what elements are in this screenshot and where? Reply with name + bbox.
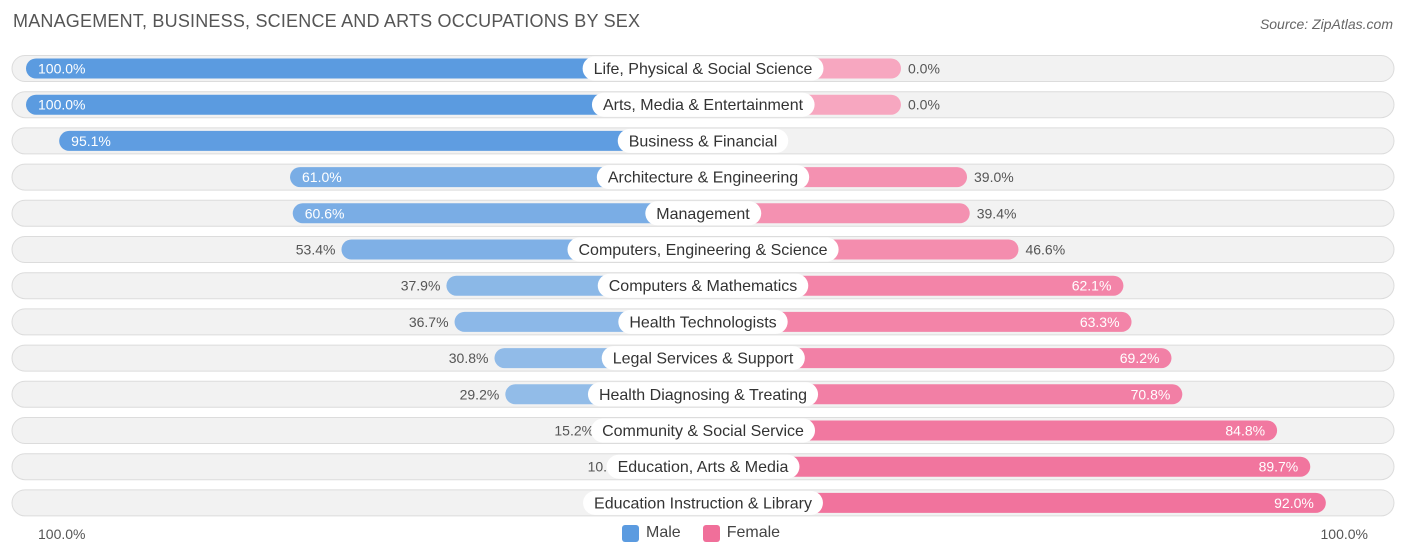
chart-area: 100.0% 0.0% Life, Physical & Social Scienc… <box>11 55 1395 517</box>
male-bar <box>26 94 703 115</box>
legend-label-male: Male <box>646 524 681 541</box>
legend-label-female: Female <box>726 524 781 541</box>
bar-row: 8.0%92.0%Education Instruction & Library <box>11 489 1395 517</box>
category-label: Education Instruction & Library <box>594 495 812 512</box>
legend-item-female: Female <box>702 524 781 542</box>
male-value-label: 100.0% <box>38 61 85 77</box>
male-value-label: 95.1% <box>71 133 111 149</box>
female-value-label: 39.4% <box>977 205 1017 221</box>
female-bar <box>703 456 1311 477</box>
category-label: Education, Arts & Media <box>618 459 789 476</box>
female-value-label: 0.0% <box>908 61 940 77</box>
female-value-label: 0.0% <box>908 97 940 113</box>
male-bar <box>26 58 703 79</box>
category-label-bg <box>618 309 788 334</box>
female-value-label: 63.3% <box>1080 314 1120 330</box>
bar-row: 37.9% 62.1% Computers & Mathematics <box>11 272 1395 300</box>
category-label: Management <box>656 206 750 223</box>
category-label-bg <box>606 454 800 479</box>
legend-swatch-male <box>622 524 639 542</box>
bar-row: 15.2% 84.8% Community & Social Service <box>11 417 1395 444</box>
male-bar <box>59 130 704 151</box>
category-label-bg <box>617 128 789 153</box>
bar-row: 36.7% 63.3% Health Technologists <box>11 308 1395 336</box>
category-label-bg <box>601 346 805 371</box>
bar-row: 100.0% 0.0% Life, Physical & Social Scienc… <box>11 55 1395 82</box>
legend: Male Female <box>622 524 780 542</box>
category-label: Architecture & Engineering <box>608 170 798 187</box>
female-bar <box>703 492 1326 513</box>
female-bar <box>703 420 1278 441</box>
category-label: Life, Physical & Social Science <box>594 61 813 78</box>
bar-row: 53.4% 46.6% Computers, Engineering & Scien… <box>11 236 1395 263</box>
category-label: Computers, Engineering & Science <box>578 242 827 259</box>
legend-swatch-female <box>702 524 720 542</box>
female-value-label: 84.8% <box>1225 423 1265 439</box>
male-value-label: 100.0% <box>38 97 85 113</box>
male-value-label: 36.7% <box>409 314 449 330</box>
female-bar <box>703 203 970 224</box>
female-bar <box>703 311 1132 332</box>
male-value-label: 29.2% <box>460 386 500 402</box>
bar-row: 100.0% 0.0% Arts, Media & Entertainment <box>11 91 1395 119</box>
category-label: Legal Services & Support <box>613 351 794 368</box>
category-label: Health Diagnosing & Treating <box>599 387 807 404</box>
chart-title: MANAGEMENT, BUSINESS, SCIENCE AND ARTS O… <box>13 11 641 31</box>
bar-row: 61.0% 39.0% Architecture & Engineering <box>11 163 1395 191</box>
source-label: Source: ZipAtlas.com <box>1259 16 1393 32</box>
female-value-label: 62.1% <box>1072 278 1112 294</box>
category-label-bg <box>596 165 810 190</box>
female-value-label: 39.0% <box>974 169 1014 185</box>
male-value-label: 30.8% <box>449 350 489 366</box>
category-label-bg <box>591 418 816 443</box>
category-label-bg <box>583 490 823 515</box>
category-label-bg <box>591 92 815 117</box>
category-label: Computers & Mathematics <box>609 278 798 295</box>
category-label-bg <box>645 201 762 226</box>
bar-row: 60.6% 39.4% Management <box>11 199 1395 227</box>
category-label-bg <box>582 56 824 81</box>
female-value-label: 69.2% <box>1120 350 1160 366</box>
male-value-label: 60.6% <box>305 205 345 221</box>
male-value-label: 37.9% <box>401 278 441 294</box>
female-value-label: 46.6% <box>1025 242 1065 258</box>
bar-row: 29.2% 70.8% Health Diagnosing & Treating <box>11 380 1395 408</box>
category-label: Business & Financial <box>629 133 778 150</box>
female-bar <box>703 348 1172 369</box>
bar-row: 10.3%89.7%Education, Arts & Media <box>11 453 1395 481</box>
male-value-label: 61.0% <box>302 169 342 185</box>
female-value-label: 70.8% <box>1131 386 1171 402</box>
female-bar <box>703 384 1183 405</box>
female-bar <box>703 275 1124 296</box>
category-label-bg <box>567 237 839 262</box>
category-label-bg <box>597 273 809 298</box>
male-value-label: 15.2% <box>554 423 594 439</box>
category-label: Community & Social Service <box>602 423 804 440</box>
legend-item-male: Male <box>622 524 681 542</box>
male-value-label: 53.4% <box>296 242 336 258</box>
category-label: Health Technologists <box>629 314 776 331</box>
female-value-label: 89.7% <box>1259 459 1299 475</box>
male-bar <box>292 203 703 224</box>
female-value-label: 92.0% <box>1274 495 1314 511</box>
bar-row: 95.1%5.0%Business & Financial <box>11 127 1395 155</box>
category-label: Arts, Media & Entertainment <box>603 97 804 114</box>
axis-left-label: 100.0% <box>38 526 86 542</box>
category-label-bg <box>587 382 819 407</box>
bar-row: 30.8% 69.2% Legal Services & Support <box>11 344 1395 372</box>
axis-right-label: 100.0% <box>1320 526 1368 542</box>
